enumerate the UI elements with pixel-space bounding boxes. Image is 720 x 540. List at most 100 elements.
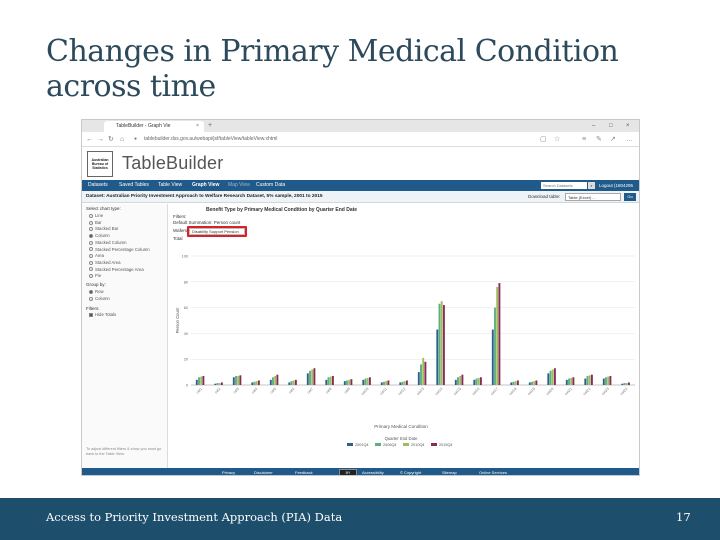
y-tick-label: 20 [184,358,188,362]
close-window-icon[interactable]: × [626,123,630,129]
chart-options-panel: Select chart type: Line Bar Stacked Bar Col… [82,204,168,468]
chart-type-label: Stacked Percentage Column [95,246,150,252]
chart-type-option[interactable]: Line [89,213,103,219]
x-tick-label: cat13 [416,387,425,396]
group-by-option[interactable]: Column [89,296,110,302]
footer-accessibility[interactable]: Accessibility [362,470,384,475]
chart-type-option[interactable]: Stacked Percentage Area [89,267,144,273]
new-tab-icon[interactable]: + [208,122,213,129]
bar-2001q4 [454,379,457,385]
footer-online-services[interactable]: Online Services [479,470,508,475]
search-datasets-input[interactable] [541,182,587,189]
bar-2010q4 [570,377,573,385]
share-icon[interactable]: ↗ [610,136,616,143]
y-axis-label: Person Count [175,307,180,333]
footer-disclaimer[interactable]: Disclaimer [254,470,273,475]
x-tick-label: cat21 [564,387,573,396]
back-icon[interactable]: ← [86,136,93,143]
chart-type-option[interactable]: Area [89,253,104,259]
group-by-option[interactable]: Row [89,289,104,295]
chart-type-label: Stacked Area [95,259,121,265]
bar-2015q4 [405,380,408,385]
tab-close-icon[interactable]: × [196,123,199,129]
legend-swatch [403,443,409,446]
bar-2001q4 [195,379,198,385]
y-tick-label: 0 [186,384,188,388]
browser-tab[interactable]: TableBuilder - Graph Vie [104,121,204,132]
chart-type-label: Bar [95,219,102,225]
minimize-icon[interactable]: – [592,123,596,129]
bar-2010q4 [403,381,406,385]
nav-graph-view[interactable]: Graph View [192,182,220,188]
nav-custom-data[interactable]: Custom Data [256,182,286,188]
legend-swatch [375,443,381,446]
radio-icon [89,254,93,259]
bar-2010q4 [274,375,277,385]
download-format-select[interactable]: Table (Excel) ... [565,193,621,201]
bar-2001q4 [214,383,217,385]
bar-2010q4 [440,301,443,385]
hide-totals-checkbox[interactable]: Hide Totals [89,312,116,318]
group-by-heading: Group by: [86,282,106,287]
y-tick-label: 60 [184,306,188,310]
chart-type-option[interactable]: Bar [89,220,102,226]
bar-2010q4 [311,369,314,385]
bar-2006q4 [457,377,459,385]
x-tick-label: cat20 [545,387,554,396]
x-tick-label: cat5 [269,387,277,395]
url-field[interactable]: tablebuilder.dss.gov.au/webapi/jsf/table… [144,136,278,142]
footer-feedback[interactable]: Feedback [295,470,313,475]
home-icon[interactable]: ⌂ [120,136,125,143]
notes-icon[interactable]: ✎ [596,136,602,143]
download-go-button[interactable]: Go [624,193,636,201]
bar-2001q4 [602,378,605,385]
chart-type-option[interactable]: Stacked Area [89,260,121,266]
refresh-icon[interactable]: ↻ [108,136,114,143]
hide-totals-label: Hide Totals [95,312,117,317]
more-icon[interactable]: … [626,136,633,143]
bar-2006q4 [272,377,274,385]
wafer-select[interactable]: Disability Support Pension [189,228,245,235]
footer-privacy[interactable]: Privacy [222,470,236,475]
chart-type-option[interactable]: Stacked Bar [89,226,118,232]
x-tick-label: cat9 [343,387,351,395]
chart-type-option[interactable]: Stacked Percentage Column [89,247,150,253]
search-icon[interactable]: ⌕ [588,182,595,189]
y-tick-label: 40 [184,332,188,336]
bar-2006q4 [438,303,441,385]
nav-saved-tables[interactable]: Saved Tables [119,182,149,188]
bar-2010q4 [218,383,221,385]
bar-2006q4 [475,378,478,385]
hub-icon[interactable]: ≡ [582,136,587,143]
creative-commons-badge[interactable]: BY [339,469,357,475]
bar-2001q4 [547,373,550,385]
favorite-star-icon[interactable]: ☆ [554,136,561,143]
reading-view-icon[interactable]: ▢ [540,136,547,143]
radio-icon [89,274,93,279]
x-tick-label: cat3 [232,387,240,395]
chart-type-option[interactable]: Pie [89,273,101,279]
chart-type-option[interactable]: Stacked Column [89,240,127,246]
tab-title: TableBuilder - Graph Vie [116,123,171,129]
logout-link[interactable]: Logout (1804295 [599,183,634,188]
bar-2010q4 [459,375,462,385]
abs-logo[interactable]: Australian Bureau of Statistics [87,151,113,177]
chart-type-label: Area [95,253,105,259]
forward-icon[interactable]: → [97,136,104,143]
x-tick-label: cat11 [379,387,388,396]
nav-datasets[interactable]: Datasets [88,182,108,188]
legend-swatch [431,443,437,446]
bar-2001q4 [362,379,365,385]
bar-2015q4 [535,380,538,385]
nav-table-view[interactable]: Table View [158,182,183,188]
chart-type-label: Column [95,233,110,239]
footer-copyright[interactable]: © Copyright [400,470,422,475]
chart-type-option[interactable]: Column [89,233,110,239]
bar-2010q4 [514,381,517,385]
bar-2006q4 [383,381,385,385]
chart-type-label: Pie [95,273,102,279]
footer-sitemap[interactable]: Sitemap [442,470,457,475]
maximize-icon[interactable]: □ [609,123,613,129]
x-tick-label: cat7 [306,387,314,395]
nav-map-view[interactable]: Map View [228,182,250,188]
